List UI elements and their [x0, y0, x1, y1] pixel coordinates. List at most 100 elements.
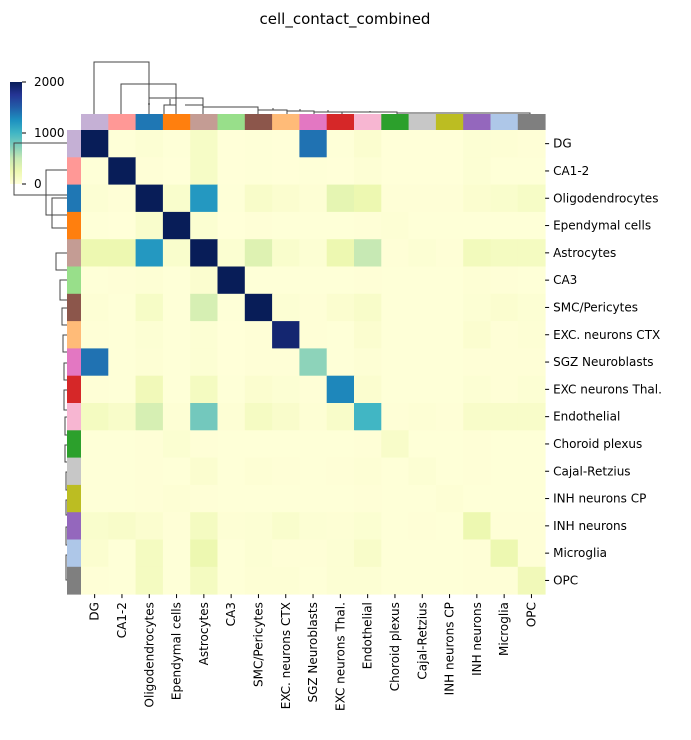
heatmap-cell — [135, 157, 164, 186]
heatmap-cell — [435, 293, 464, 322]
heatmap-cell — [435, 403, 464, 431]
row-color-swatch — [67, 484, 81, 513]
heatmap-cell — [217, 266, 246, 295]
heatmap-cell — [272, 293, 300, 322]
heatmap-cell — [490, 375, 519, 404]
column-dendrogram — [93, 61, 531, 114]
row-label: SGZ Neuroblasts — [553, 355, 653, 369]
column-color-swatch — [135, 114, 164, 130]
heatmap-cell — [299, 266, 328, 295]
heatmap-cell — [108, 184, 137, 213]
row-color-swatch — [67, 403, 81, 431]
heatmap-cell — [463, 184, 491, 213]
heatmap-cell — [354, 266, 382, 295]
heatmap-cell — [272, 430, 300, 459]
heatmap-cell — [490, 539, 519, 568]
heatmap-cell — [190, 375, 218, 404]
heatmap-cell — [354, 293, 382, 322]
heatmap-cell — [463, 375, 491, 404]
heatmap-cell — [463, 157, 491, 186]
column-label: DG — [88, 602, 102, 621]
heatmap-cell — [408, 484, 437, 513]
heatmap-cell — [244, 539, 273, 568]
heatmap-cell — [354, 375, 382, 404]
column-color-swatch — [381, 114, 410, 130]
heatmap-cell — [272, 512, 300, 540]
column-color-swatch — [81, 114, 109, 130]
heatmap-cell — [381, 348, 410, 377]
heatmap-cell — [299, 457, 328, 486]
heatmap-cell — [217, 539, 246, 568]
heatmap-cell — [463, 430, 491, 459]
heatmap-cell — [490, 403, 519, 431]
row-label: EXC neurons Thal. — [553, 382, 662, 396]
row-label: SMC/Pericytes — [553, 300, 638, 314]
heatmap-cell — [463, 348, 491, 377]
heatmap-cell — [408, 130, 437, 158]
heatmap-cell — [108, 566, 137, 595]
heatmap-cell — [408, 512, 437, 540]
column-label: Cajal-Retzius — [415, 602, 429, 679]
heatmap-cell — [299, 539, 328, 568]
heatmap-cell — [162, 539, 191, 568]
heatmap-cell — [108, 403, 137, 431]
row-label: Microglia — [553, 546, 607, 560]
heatmap-cell — [244, 321, 273, 349]
heatmap-cell — [272, 403, 300, 431]
heatmap-cell — [217, 403, 246, 431]
heatmap-cell — [517, 457, 546, 486]
heatmap-cell — [272, 321, 300, 349]
heatmap-cell — [272, 457, 300, 486]
heatmap-cell — [381, 157, 410, 186]
heatmap-cell — [299, 211, 328, 240]
heatmap-cell — [108, 375, 137, 404]
heatmap-cell — [435, 512, 464, 540]
heatmap-cell — [108, 239, 137, 267]
heatmap-cell — [190, 566, 218, 595]
heatmap-cell — [190, 239, 218, 267]
heatmap-cell — [135, 130, 164, 158]
heatmap-cell — [326, 457, 355, 486]
heatmap-cell — [244, 457, 273, 486]
heatmap-cell — [244, 403, 273, 431]
heatmap-cell — [81, 512, 109, 540]
heatmap-cell — [490, 184, 519, 213]
heatmap-cell — [217, 130, 246, 158]
heatmap-cell — [162, 348, 191, 377]
column-label: Oligodendrocytes — [142, 602, 156, 707]
row-color-swatch — [67, 184, 81, 213]
heatmap-cell — [135, 321, 164, 349]
heatmap-cell — [490, 566, 519, 595]
heatmap-cell — [517, 403, 546, 431]
row-label: Ependymal cells — [553, 219, 651, 233]
heatmap-cell — [162, 375, 191, 404]
heatmap-cell — [381, 293, 410, 322]
heatmap-cell — [244, 293, 273, 322]
heatmap-cell — [135, 566, 164, 595]
heatmap-cell — [244, 266, 273, 295]
row-color-swatch — [67, 157, 81, 186]
heatmap-cell — [435, 430, 464, 459]
column-label: SGZ Neuroblasts — [306, 602, 320, 702]
heatmap-cell — [135, 239, 164, 267]
heatmap-cell — [81, 457, 109, 486]
heatmap-cell — [326, 239, 355, 267]
heatmap-cell — [217, 157, 246, 186]
heatmap-cell — [162, 211, 191, 240]
heatmap-cell — [162, 430, 191, 459]
heatmap-cell — [244, 184, 273, 213]
row-color-swatch — [67, 211, 81, 240]
heatmap-cell — [408, 430, 437, 459]
heatmap-cell — [108, 539, 137, 568]
heatmap-cell — [354, 512, 382, 540]
heatmap-cell — [217, 375, 246, 404]
heatmap-cell — [354, 130, 382, 158]
heatmap-cell — [517, 239, 546, 267]
heatmap-cell — [354, 457, 382, 486]
heatmap-cell — [190, 403, 218, 431]
heatmap-cell — [162, 566, 191, 595]
column-label: Choroid plexus — [388, 602, 402, 691]
heatmap-cell — [326, 375, 355, 404]
heatmap-cell — [190, 512, 218, 540]
heatmap-cell — [162, 512, 191, 540]
